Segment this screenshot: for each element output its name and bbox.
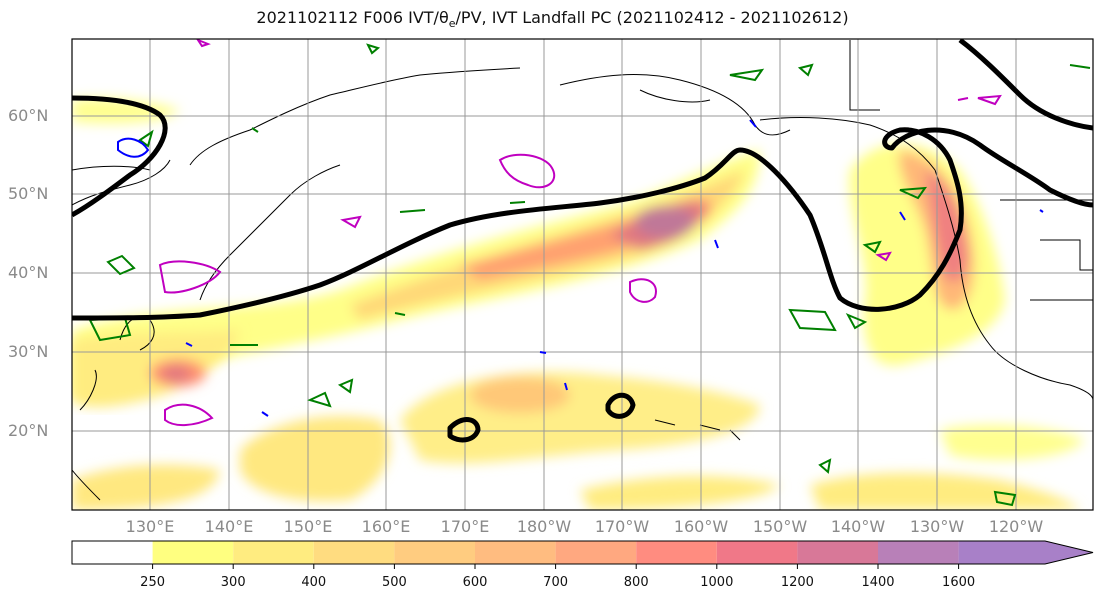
lat-label-40n: 40°N xyxy=(8,263,49,282)
lon-label-150w: 150°W xyxy=(752,517,808,536)
colorbar-tick-label: 1400 xyxy=(861,575,895,590)
colorbar-tick-label: 300 xyxy=(220,575,246,590)
map-title: 2021102112 F006 IVT/θe/PV, IVT Landfall … xyxy=(256,8,849,31)
pv-contours xyxy=(72,39,1093,443)
lon-label-170e: 170°E xyxy=(440,517,490,536)
lon-label-160e: 160°E xyxy=(361,517,411,536)
lon-label-170w: 170°W xyxy=(594,517,650,536)
colorbar-segment xyxy=(233,541,314,564)
lat-label-20n: 20°N xyxy=(8,421,49,440)
colorbar-extend-arrow xyxy=(958,541,1093,564)
colorbar-segment xyxy=(797,541,878,564)
colorbar-segment xyxy=(152,541,234,564)
colorbar-tick-label: 400 xyxy=(301,575,327,590)
lat-label-60n: 60°N xyxy=(8,106,49,125)
colorbar-tick-label: 1600 xyxy=(942,575,976,590)
lat-label-50n: 50°N xyxy=(8,184,49,203)
coastlines xyxy=(72,40,1093,501)
colorbar-tick-label: 800 xyxy=(623,575,649,590)
colorbar-segment xyxy=(636,541,717,564)
graticule xyxy=(72,39,1093,510)
lon-label-130w: 130°W xyxy=(909,517,965,536)
magenta-contours xyxy=(158,39,1002,426)
lon-label-130e: 130°E xyxy=(125,517,175,536)
lon-label-180w: 180°W xyxy=(516,517,572,536)
lon-label-150e: 150°E xyxy=(283,517,333,536)
map-frame xyxy=(71,38,1094,511)
lon-label-160w: 160°W xyxy=(673,517,729,536)
lon-label-140w: 140°W xyxy=(830,517,886,536)
lon-label-120w: 120°W xyxy=(988,517,1044,536)
blue-contours xyxy=(117,119,1044,417)
colorbar-tick-label: 500 xyxy=(381,575,407,590)
colorbar-tick-label: 600 xyxy=(462,575,488,590)
colorbar-segment xyxy=(475,541,556,564)
colorbar-segment xyxy=(716,541,798,564)
colorbar-segment xyxy=(878,541,959,564)
colorbar-segment xyxy=(394,541,475,564)
ivt-shading xyxy=(72,98,1085,510)
colorbar-segment xyxy=(555,541,637,564)
colorbar-tick-label: 700 xyxy=(543,575,569,590)
lon-label-140e: 140°E xyxy=(204,517,254,536)
colorbar-segment xyxy=(72,541,153,564)
colorbar-tick-label: 250 xyxy=(140,575,166,590)
colorbar-segment xyxy=(313,541,395,564)
colorbar xyxy=(71,540,1094,569)
colorbar-tick-label: 1200 xyxy=(780,575,814,590)
lat-label-30n: 30°N xyxy=(8,342,49,361)
colorbar-tick-label: 1000 xyxy=(700,575,734,590)
